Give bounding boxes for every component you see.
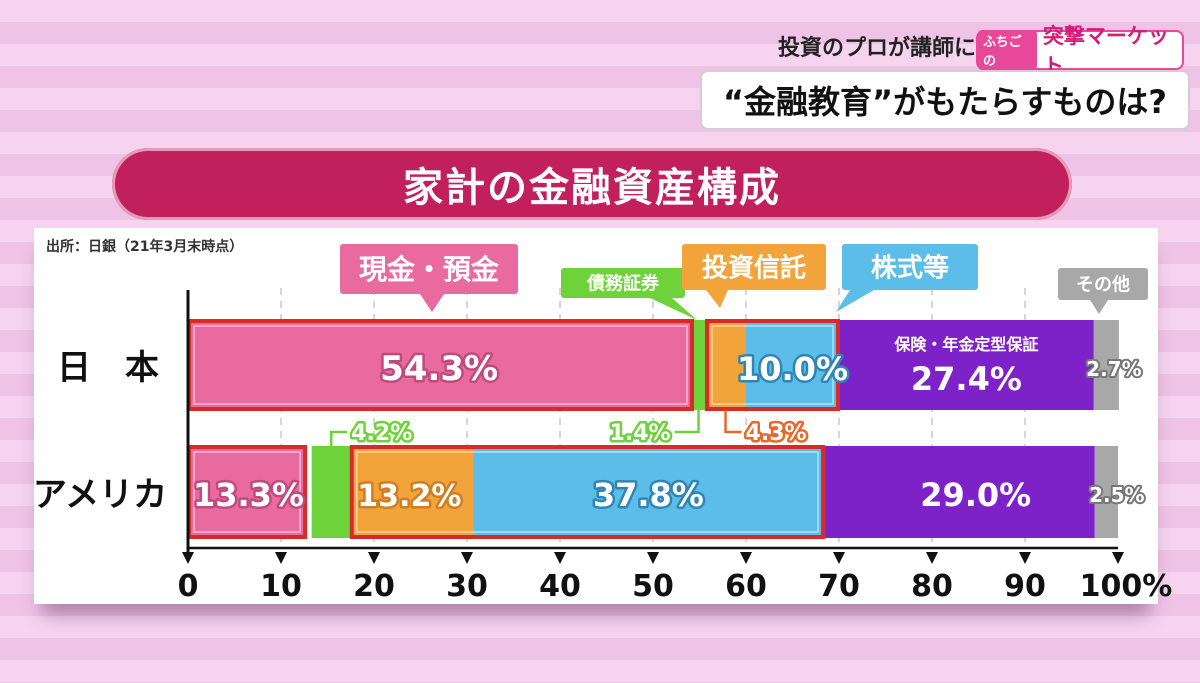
bar-jp-bonds [692,320,707,410]
value-label: 54.3% [380,349,498,389]
x-tick-mark [1112,552,1124,564]
value-label: 2.5% [1089,483,1144,507]
x-tick-mark [182,552,194,564]
value-label: 4.2% [351,421,412,446]
x-tick-label: 60 [725,569,767,604]
highlight-inner [356,451,819,533]
bar-us-stocks [473,446,826,538]
legend-pointer [1090,300,1108,314]
value-label: 27.4% [911,360,1022,398]
legend-bonds: 債務証券 [586,272,660,294]
show-logo: ふちごの 突撃マーケット [976,24,1184,78]
chart-title: 家計の金融資産構成 [403,165,781,211]
logo-prefix: ふちごの [978,30,1037,70]
x-tick-mark [647,552,659,564]
category-label: アメリカ [33,475,167,515]
x-tick-label: 30 [446,569,488,604]
x-tick-label: 10 [260,569,302,604]
value-label: 29.0% [920,476,1031,514]
highlight-inner [711,325,834,405]
legend-trusts-box [682,244,826,290]
highlight-inner [193,451,301,533]
x-tick-label: 20 [353,569,395,604]
x-tick-label: 90 [1004,569,1046,604]
legend-pointer [650,298,697,320]
bar-us-insurance [825,446,1095,538]
callout-line [329,430,348,446]
x-tick-label: 50 [632,569,674,604]
highlight-frame [705,319,841,411]
value-label: 13.2% [357,479,461,514]
x-tick-label: 40 [539,569,581,604]
legend-stocks: 株式等 [871,252,949,283]
x-tick-mark [554,552,566,564]
legend-cash-box [340,244,518,294]
x-tick-label: 0 [178,569,199,604]
value-label: 4.3% [746,421,807,446]
chart-title-bar: 家計の金融資産構成 [112,148,1072,220]
bar-us-other [1094,446,1118,538]
category-label: 日 本 [57,348,159,388]
value-label: 10.0% [737,350,848,388]
legend-other: その他 [1076,273,1130,295]
bar-us-cash [188,446,306,538]
x-tick-mark [461,552,473,564]
x-tick-mark [740,552,752,564]
x-tick-mark [1019,552,1031,564]
callout-line [674,410,700,434]
bar-jp-stocks [746,320,839,410]
series-inline-label: 保険・年金定型保証 [893,335,1038,354]
bar-jp-cash [188,320,693,410]
segment-subtitle: “金融教育”がもたらすものは? [700,70,1190,130]
segment-caption: 投資のプロが講師に [777,36,976,61]
legend-pointer [836,290,874,312]
value-label: 13.3% [193,476,304,514]
legend-stocks-box [842,244,978,290]
legend-other-box [1058,268,1148,300]
x-tick-label: 100% [1080,569,1173,604]
x-tick-label: 80 [911,569,953,604]
bar-jp-insurance [839,320,1094,410]
legend-pointer [420,294,444,312]
source-note: 出所：日銀（21年3月末時点） [46,239,244,255]
callout-line [724,410,742,434]
legend-cash: 現金・預金 [359,253,500,286]
bar-jp-other [1093,320,1119,410]
legend-pointer [706,290,728,308]
x-tick-mark [275,552,287,564]
x-tick-mark [926,552,938,564]
highlight-inner [193,325,688,405]
x-tick-mark [368,552,380,564]
bar-us-bonds [311,446,351,538]
legend-trusts: 投資信託 [702,252,806,283]
legend-bonds-box [561,268,685,298]
highlight-frame [349,445,826,539]
value-label: 1.4% [610,421,671,446]
x-tick-label: 70 [818,569,860,604]
value-label: 2.7% [1086,357,1141,381]
bar-us-trusts [350,446,474,538]
x-tick-mark [833,552,845,564]
value-label: 37.8% [593,476,704,514]
